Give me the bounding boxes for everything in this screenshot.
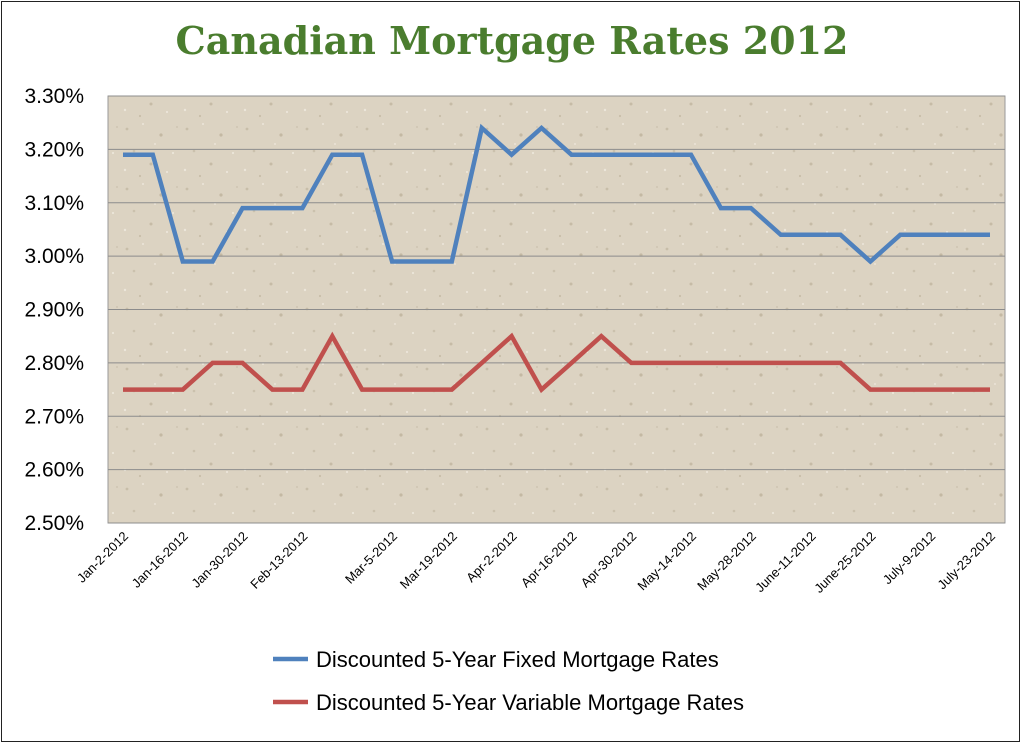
x-axis: Jan-2-2012Jan-16-2012Jan-30-2012Feb-13-2… — [74, 529, 998, 596]
legend-label: Discounted 5-Year Variable Mortgage Rate… — [316, 690, 744, 715]
x-tick-label: May-28-2012 — [694, 529, 759, 594]
y-tick-label: 2.80% — [24, 352, 84, 375]
y-tick-label: 2.70% — [24, 405, 84, 428]
y-axis: 2.50% 2.60% 2.70% 2.80% 2.90% 3.00% 3.10% 3.20%… — [24, 85, 84, 535]
y-tick-label: 3.20% — [24, 138, 84, 161]
x-tick-label: June-25-2012 — [811, 529, 878, 596]
y-tick-label: 2.50% — [24, 512, 84, 535]
series-layer — [123, 123, 990, 394]
legend-label: Discounted 5-Year Fixed Mortgage Rates — [316, 647, 719, 672]
x-tick-label: July-9-2012 — [880, 529, 939, 588]
x-tick-label: Mar-5-2012 — [342, 529, 400, 587]
x-tick-label: July-23-2012 — [934, 529, 998, 593]
y-tick-label: 2.90% — [24, 299, 84, 322]
series-line-variable — [123, 331, 990, 394]
x-tick-label: Jan-30-2012 — [188, 529, 250, 591]
y-tick-label: 3.00% — [24, 245, 84, 268]
x-tick-label: June-11-2012 — [752, 529, 819, 596]
x-tick-label: Apr-16-2012 — [518, 529, 580, 591]
series-line-fixed — [123, 123, 990, 265]
x-tick-label: Feb-13-2012 — [247, 529, 310, 592]
legend: Discounted 5-Year Fixed Mortgage Rates Di… — [273, 647, 744, 715]
chart-title: Canadian Mortgage Rates 2012 — [175, 18, 849, 63]
x-tick-label: May-14-2012 — [634, 529, 699, 594]
x-tick-label: Mar-19-2012 — [397, 529, 460, 592]
x-tick-label: Apr-2-2012 — [463, 529, 520, 586]
gridlines — [108, 95, 1005, 524]
y-tick-label: 3.30% — [24, 85, 84, 108]
x-tick-label: Apr-30-2012 — [578, 529, 640, 591]
x-tick-label: Jan-2-2012 — [74, 529, 131, 586]
y-tick-label: 3.10% — [24, 192, 84, 215]
y-tick-label: 2.60% — [24, 459, 84, 482]
x-tick-label: Jan-16-2012 — [129, 529, 191, 591]
